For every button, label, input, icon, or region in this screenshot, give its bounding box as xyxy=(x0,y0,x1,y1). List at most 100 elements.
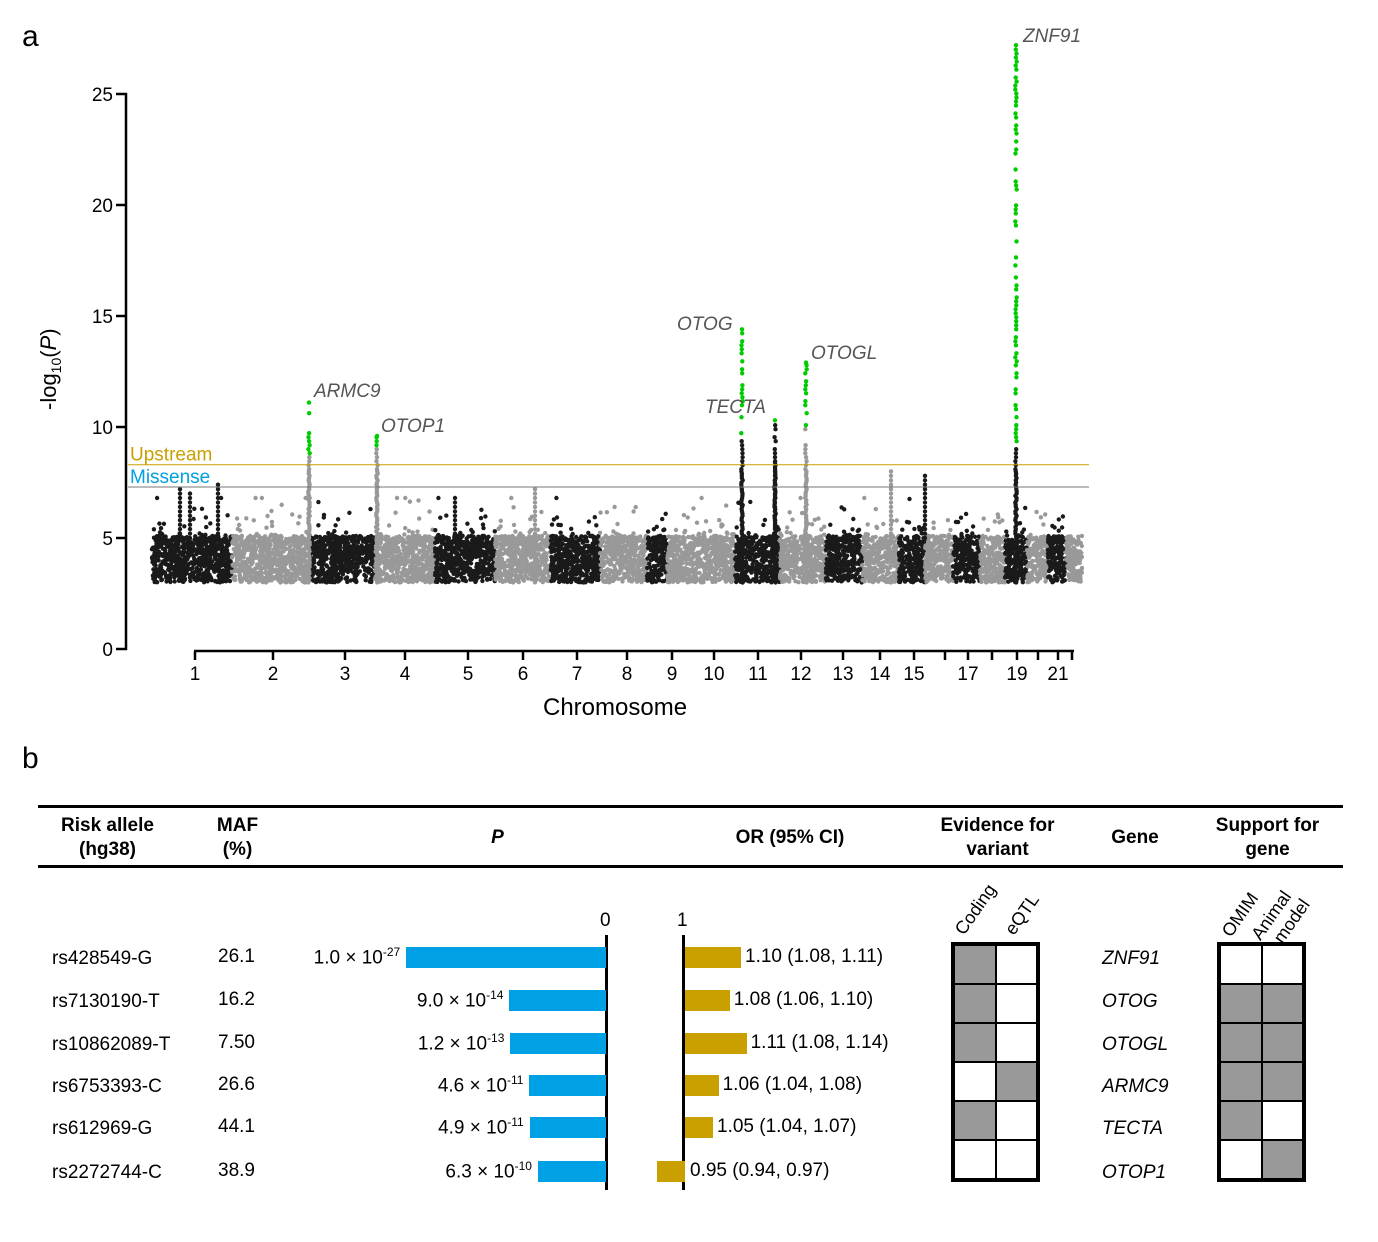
snp-point xyxy=(466,546,471,551)
snp-point xyxy=(256,539,261,544)
snp-point xyxy=(194,540,200,546)
snp-point xyxy=(516,574,521,579)
snp-point xyxy=(513,550,518,556)
snp-point xyxy=(592,515,597,520)
snp-point xyxy=(584,558,589,563)
snp-point xyxy=(628,568,633,574)
snp-point xyxy=(185,539,191,545)
snp-point xyxy=(166,557,172,562)
snp-point xyxy=(331,546,337,551)
snp-point xyxy=(203,532,208,537)
snp-point xyxy=(316,499,321,505)
snp-point xyxy=(206,546,211,551)
snp-point xyxy=(614,531,619,536)
snp-point xyxy=(228,559,233,564)
snp-point xyxy=(427,509,432,514)
snp-point xyxy=(241,544,247,549)
snp-point xyxy=(654,538,660,544)
snp-point xyxy=(500,551,505,557)
snp-point xyxy=(319,544,324,549)
snp-point xyxy=(151,527,157,532)
snp-point xyxy=(158,526,164,531)
snp-point xyxy=(557,560,562,565)
snp-point xyxy=(151,547,156,552)
snp-point xyxy=(164,579,169,584)
snp-point xyxy=(318,550,323,555)
snp-point xyxy=(332,528,337,534)
snp-point xyxy=(703,519,709,524)
snp-point xyxy=(660,540,665,545)
snp-point xyxy=(416,560,421,565)
snp-point xyxy=(178,559,184,564)
snp-point xyxy=(657,558,662,564)
snp-point xyxy=(498,518,503,523)
snp-point xyxy=(616,536,621,541)
snp-point xyxy=(607,557,613,563)
snp-point xyxy=(342,548,347,554)
snp-point xyxy=(258,551,264,556)
snp-point xyxy=(204,524,209,530)
snp-point xyxy=(631,572,636,578)
snp-point xyxy=(250,548,255,553)
snp-point xyxy=(529,548,534,554)
snp-point xyxy=(584,571,589,577)
snp-point xyxy=(434,549,440,555)
snp-point xyxy=(446,579,451,585)
snp-point xyxy=(563,536,568,541)
snp-point xyxy=(371,540,376,546)
snp-point xyxy=(367,549,373,554)
snp-point xyxy=(502,570,507,575)
snp-point xyxy=(153,573,158,578)
snp-point xyxy=(288,552,294,557)
snp-point xyxy=(319,555,324,561)
snp-point xyxy=(429,561,434,566)
snp-point xyxy=(221,560,226,565)
snp-point xyxy=(602,572,608,577)
snp-point xyxy=(511,522,517,528)
snp-point xyxy=(209,576,214,581)
snp-point xyxy=(266,541,272,546)
snp-point xyxy=(557,565,562,570)
snp-point xyxy=(521,565,527,570)
snp-point xyxy=(359,556,365,562)
snp-point xyxy=(301,574,307,579)
snp-point xyxy=(527,529,532,535)
snp-point xyxy=(366,554,371,559)
snp-point xyxy=(310,542,316,547)
snp-point xyxy=(582,544,587,549)
snp-point xyxy=(543,567,548,572)
snp-point xyxy=(514,545,520,550)
snp-point xyxy=(391,573,396,578)
snp-point xyxy=(343,530,349,535)
snp-point xyxy=(182,524,187,529)
snp-point xyxy=(645,571,651,577)
snp-point xyxy=(487,568,492,573)
snp-point xyxy=(540,560,545,565)
snp-point xyxy=(229,555,235,560)
snp-point xyxy=(584,549,590,555)
snp-point xyxy=(544,539,549,544)
snp-point xyxy=(395,568,400,574)
snp-point xyxy=(603,551,608,557)
snp-point xyxy=(173,555,179,561)
snp-point xyxy=(301,579,307,585)
snp-point xyxy=(634,540,639,545)
snp-point xyxy=(663,511,668,516)
snp-point xyxy=(558,530,563,535)
snp-point xyxy=(460,540,465,545)
snp-point xyxy=(255,575,260,580)
snp-point xyxy=(200,576,205,581)
snp-point xyxy=(330,566,336,571)
snp-point xyxy=(270,563,275,568)
snp-point xyxy=(239,535,244,540)
snp-point xyxy=(170,548,175,554)
snp-point xyxy=(433,540,438,545)
snp-point xyxy=(586,519,592,524)
snp-point xyxy=(163,561,168,566)
snp-point xyxy=(259,495,265,501)
snp-point xyxy=(353,573,359,579)
snp-point xyxy=(269,560,275,565)
snp-point xyxy=(349,547,355,553)
snp-point xyxy=(436,495,441,501)
snp-point xyxy=(224,565,230,571)
